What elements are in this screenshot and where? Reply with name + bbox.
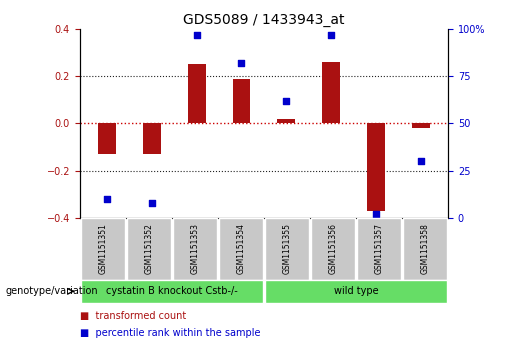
Bar [412, 123, 430, 128]
Bar [232, 78, 250, 123]
Text: GSM1151357: GSM1151357 [374, 223, 384, 274]
Bar [322, 62, 340, 123]
Bar [367, 123, 385, 211]
Text: ■  percentile rank within the sample: ■ percentile rank within the sample [80, 327, 260, 338]
Bar [143, 123, 161, 154]
Text: GSM1151351: GSM1151351 [98, 223, 107, 274]
Text: GSM1151356: GSM1151356 [329, 223, 337, 274]
Point [417, 158, 425, 164]
Point [193, 32, 201, 38]
Text: GSM1151355: GSM1151355 [282, 223, 291, 274]
Text: GSM1151354: GSM1151354 [236, 223, 246, 274]
Text: genotype/variation: genotype/variation [5, 286, 98, 296]
Point [148, 200, 156, 205]
Title: GDS5089 / 1433943_at: GDS5089 / 1433943_at [183, 13, 345, 26]
Text: ■  transformed count: ■ transformed count [80, 311, 186, 321]
Bar [98, 123, 116, 154]
Text: GSM1151353: GSM1151353 [191, 223, 199, 274]
Point [237, 60, 246, 66]
Point [282, 98, 290, 104]
Point [372, 211, 380, 217]
Bar [187, 64, 205, 123]
Text: GSM1151352: GSM1151352 [144, 223, 153, 274]
Point [102, 196, 111, 202]
Text: cystatin B knockout Cstb-/-: cystatin B knockout Cstb-/- [106, 286, 238, 296]
Text: wild type: wild type [334, 286, 379, 296]
Point [327, 32, 335, 38]
Bar [278, 119, 296, 123]
Text: GSM1151358: GSM1151358 [421, 223, 430, 274]
